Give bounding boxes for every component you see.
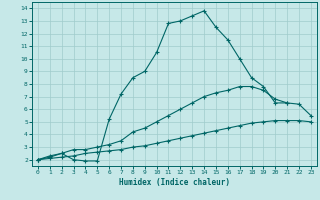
X-axis label: Humidex (Indice chaleur): Humidex (Indice chaleur): [119, 178, 230, 187]
